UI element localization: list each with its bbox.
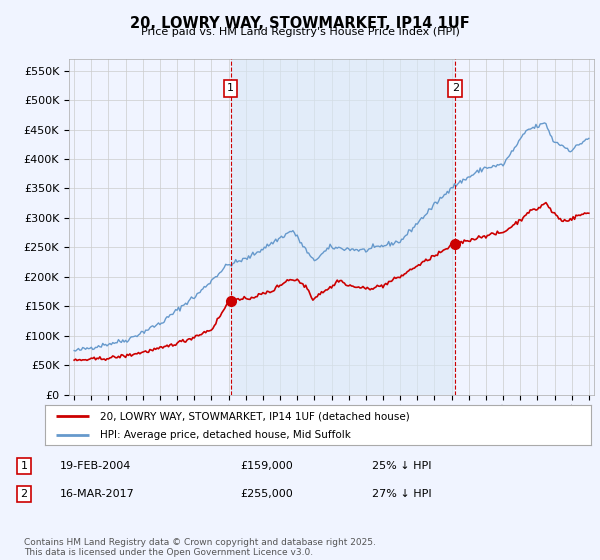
- Bar: [230, 59, 455, 395]
- Text: Price paid vs. HM Land Registry's House Price Index (HPI): Price paid vs. HM Land Registry's House …: [140, 27, 460, 37]
- Text: £255,000: £255,000: [240, 489, 293, 499]
- Text: HPI: Average price, detached house, Mid Suffolk: HPI: Average price, detached house, Mid …: [100, 430, 350, 440]
- Text: 16-MAR-2017: 16-MAR-2017: [60, 489, 135, 499]
- Text: £159,000: £159,000: [240, 461, 293, 471]
- Text: 20, LOWRY WAY, STOWMARKET, IP14 1UF: 20, LOWRY WAY, STOWMARKET, IP14 1UF: [130, 16, 470, 31]
- Text: 1: 1: [227, 83, 234, 94]
- Text: 27% ↓ HPI: 27% ↓ HPI: [372, 489, 431, 499]
- Text: 19-FEB-2004: 19-FEB-2004: [60, 461, 131, 471]
- Text: Contains HM Land Registry data © Crown copyright and database right 2025.
This d: Contains HM Land Registry data © Crown c…: [24, 538, 376, 557]
- Text: 20, LOWRY WAY, STOWMARKET, IP14 1UF (detached house): 20, LOWRY WAY, STOWMARKET, IP14 1UF (det…: [100, 411, 409, 421]
- Text: 1: 1: [20, 461, 28, 471]
- Text: 2: 2: [452, 83, 459, 94]
- Text: 25% ↓ HPI: 25% ↓ HPI: [372, 461, 431, 471]
- Text: 2: 2: [20, 489, 28, 499]
